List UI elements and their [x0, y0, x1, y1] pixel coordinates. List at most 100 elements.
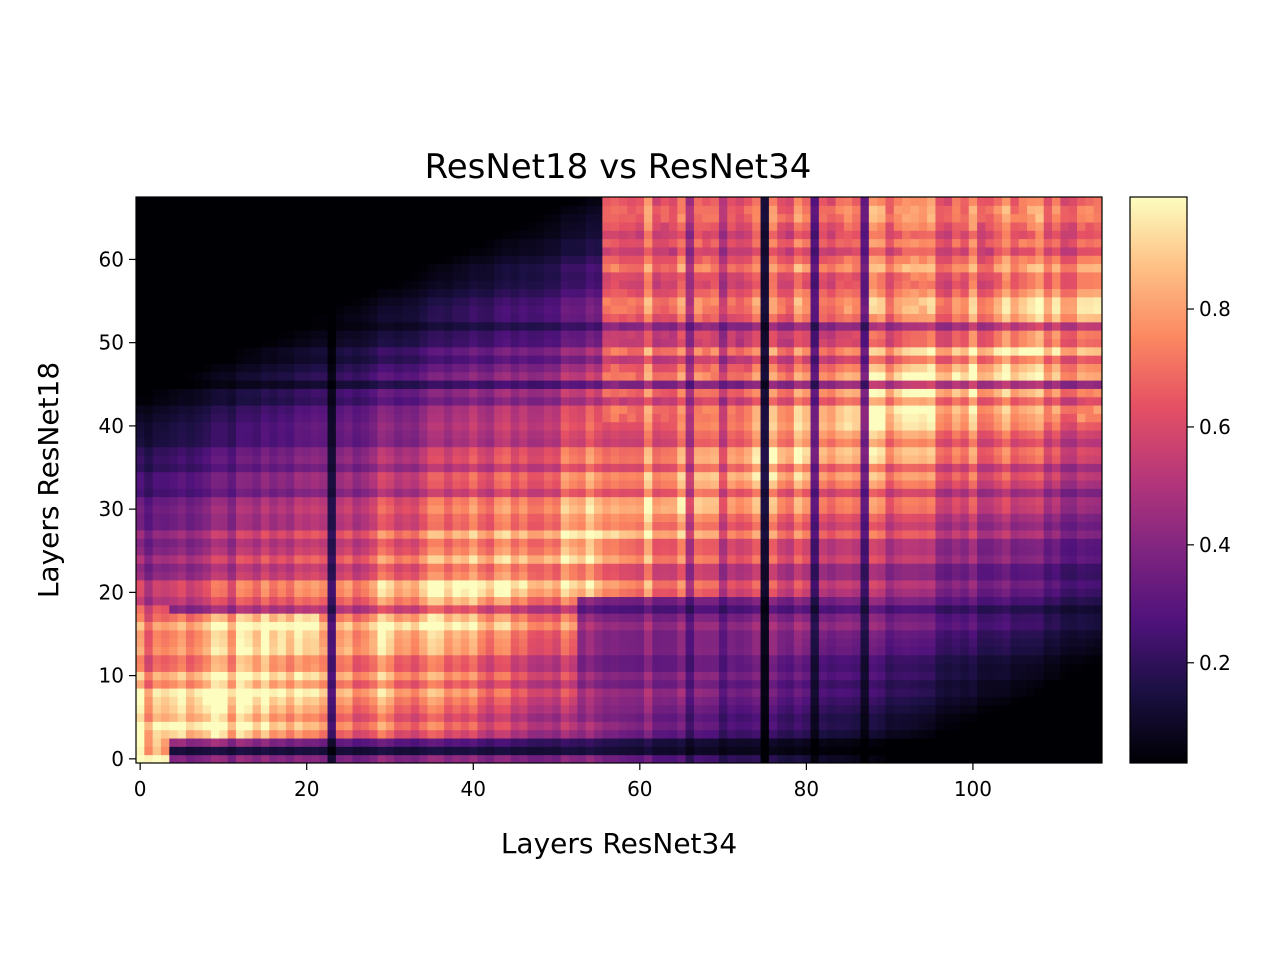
heatmap-cell	[144, 413, 154, 423]
heatmap-cell	[394, 596, 403, 606]
heatmap-cell	[302, 554, 312, 564]
heatmap-cell	[910, 604, 920, 614]
heatmap-cell	[460, 579, 470, 589]
heatmap-cell	[660, 638, 670, 647]
heatmap-cell	[136, 638, 145, 647]
heatmap-cell	[852, 405, 861, 414]
heatmap-cell	[993, 571, 1003, 581]
heatmap-cell	[294, 746, 304, 756]
heatmap-cell	[552, 579, 562, 589]
heatmap-cell	[1060, 513, 1070, 523]
heatmap-cell	[927, 513, 936, 523]
heatmap-cell	[860, 529, 870, 539]
heatmap-cell	[602, 513, 612, 523]
heatmap-cell	[277, 579, 287, 589]
heatmap-cell	[918, 546, 928, 556]
heatmap-cell	[310, 604, 320, 614]
heatmap-cell	[652, 638, 662, 647]
heatmap-cell	[735, 696, 745, 706]
heatmap-cell	[360, 679, 370, 689]
heatmap-cell	[660, 513, 670, 523]
heatmap-cell	[594, 613, 603, 622]
heatmap-cell	[569, 513, 578, 523]
heatmap-cell	[1068, 746, 1078, 756]
heatmap-cell	[852, 504, 861, 514]
heatmap-cell	[693, 746, 703, 756]
heatmap-cell	[310, 704, 320, 714]
heatmap-cell	[643, 604, 653, 614]
heatmap-cell	[1018, 488, 1028, 498]
heatmap-cell	[827, 663, 837, 672]
heatmap-cell	[435, 538, 445, 548]
heatmap-cell	[1052, 513, 1061, 523]
heatmap-cell	[277, 504, 287, 514]
heatmap-cell	[643, 621, 653, 631]
heatmap-cell	[852, 554, 861, 564]
heatmap-cell	[302, 679, 312, 689]
heatmap-cell	[635, 430, 645, 439]
heatmap-cell	[910, 754, 920, 764]
heatmap-cell	[810, 455, 820, 464]
heatmap-cell	[535, 496, 545, 506]
heatmap-cell	[927, 688, 936, 697]
heatmap-cell	[1027, 563, 1036, 573]
heatmap-cell	[735, 613, 745, 622]
heatmap-cell	[477, 579, 487, 589]
heatmap-cell	[444, 421, 453, 431]
heatmap-cell	[594, 638, 603, 647]
heatmap-cell	[943, 671, 953, 681]
heatmap-cell	[202, 754, 212, 764]
heatmap-cell	[519, 629, 528, 639]
heatmap-cell	[977, 738, 986, 747]
heatmap-cell	[327, 571, 337, 581]
heatmap-cell	[885, 538, 895, 548]
heatmap-cell	[136, 455, 145, 464]
heatmap-cell	[219, 679, 229, 689]
heatmap-cell	[177, 496, 187, 506]
heatmap-cell	[235, 713, 245, 722]
heatmap-cell	[244, 738, 254, 747]
heatmap-cell	[585, 446, 595, 456]
heatmap-cell	[743, 613, 753, 622]
heatmap-cell	[1068, 721, 1078, 731]
heatmap-cell	[327, 430, 337, 439]
heatmap-cell	[727, 713, 737, 722]
heatmap-cell	[552, 405, 562, 414]
heatmap-cell	[277, 538, 287, 548]
heatmap-cell	[502, 421, 512, 431]
heatmap-cell	[985, 488, 995, 498]
heatmap-cell	[827, 571, 837, 581]
heatmap-cell	[785, 613, 795, 622]
heatmap-cell	[1002, 679, 1011, 689]
heatmap-cell	[619, 588, 628, 598]
heatmap-cell	[860, 671, 870, 681]
heatmap-cell	[985, 679, 995, 689]
heatmap-cell	[152, 579, 162, 589]
heatmap-cell	[1068, 563, 1078, 573]
heatmap-cell	[760, 621, 770, 631]
heatmap-cell	[369, 463, 378, 473]
heatmap-cell	[335, 413, 345, 423]
heatmap-cell	[1035, 521, 1045, 531]
heatmap-cell	[1093, 679, 1103, 689]
heatmap-cell	[710, 713, 720, 722]
heatmap-cell	[219, 671, 229, 681]
heatmap-cell	[643, 463, 653, 473]
heatmap-cell	[902, 629, 911, 639]
heatmap-cell	[302, 654, 312, 664]
heatmap-cell	[352, 629, 362, 639]
heatmap-cell	[1035, 579, 1045, 589]
heatmap-cell	[985, 629, 995, 639]
heatmap-cell	[1010, 455, 1020, 464]
heatmap-cell	[244, 663, 254, 672]
heatmap-cell	[760, 455, 770, 464]
heatmap-cell	[677, 654, 687, 664]
heatmap-cell	[768, 496, 778, 506]
heatmap-cell	[727, 529, 737, 539]
heatmap-cell	[718, 721, 728, 731]
heatmap-cell	[394, 679, 403, 689]
heatmap-cell	[693, 604, 703, 614]
heatmap-cell	[1043, 696, 1053, 706]
heatmap-cell	[460, 446, 470, 456]
heatmap-cell	[1010, 729, 1020, 739]
